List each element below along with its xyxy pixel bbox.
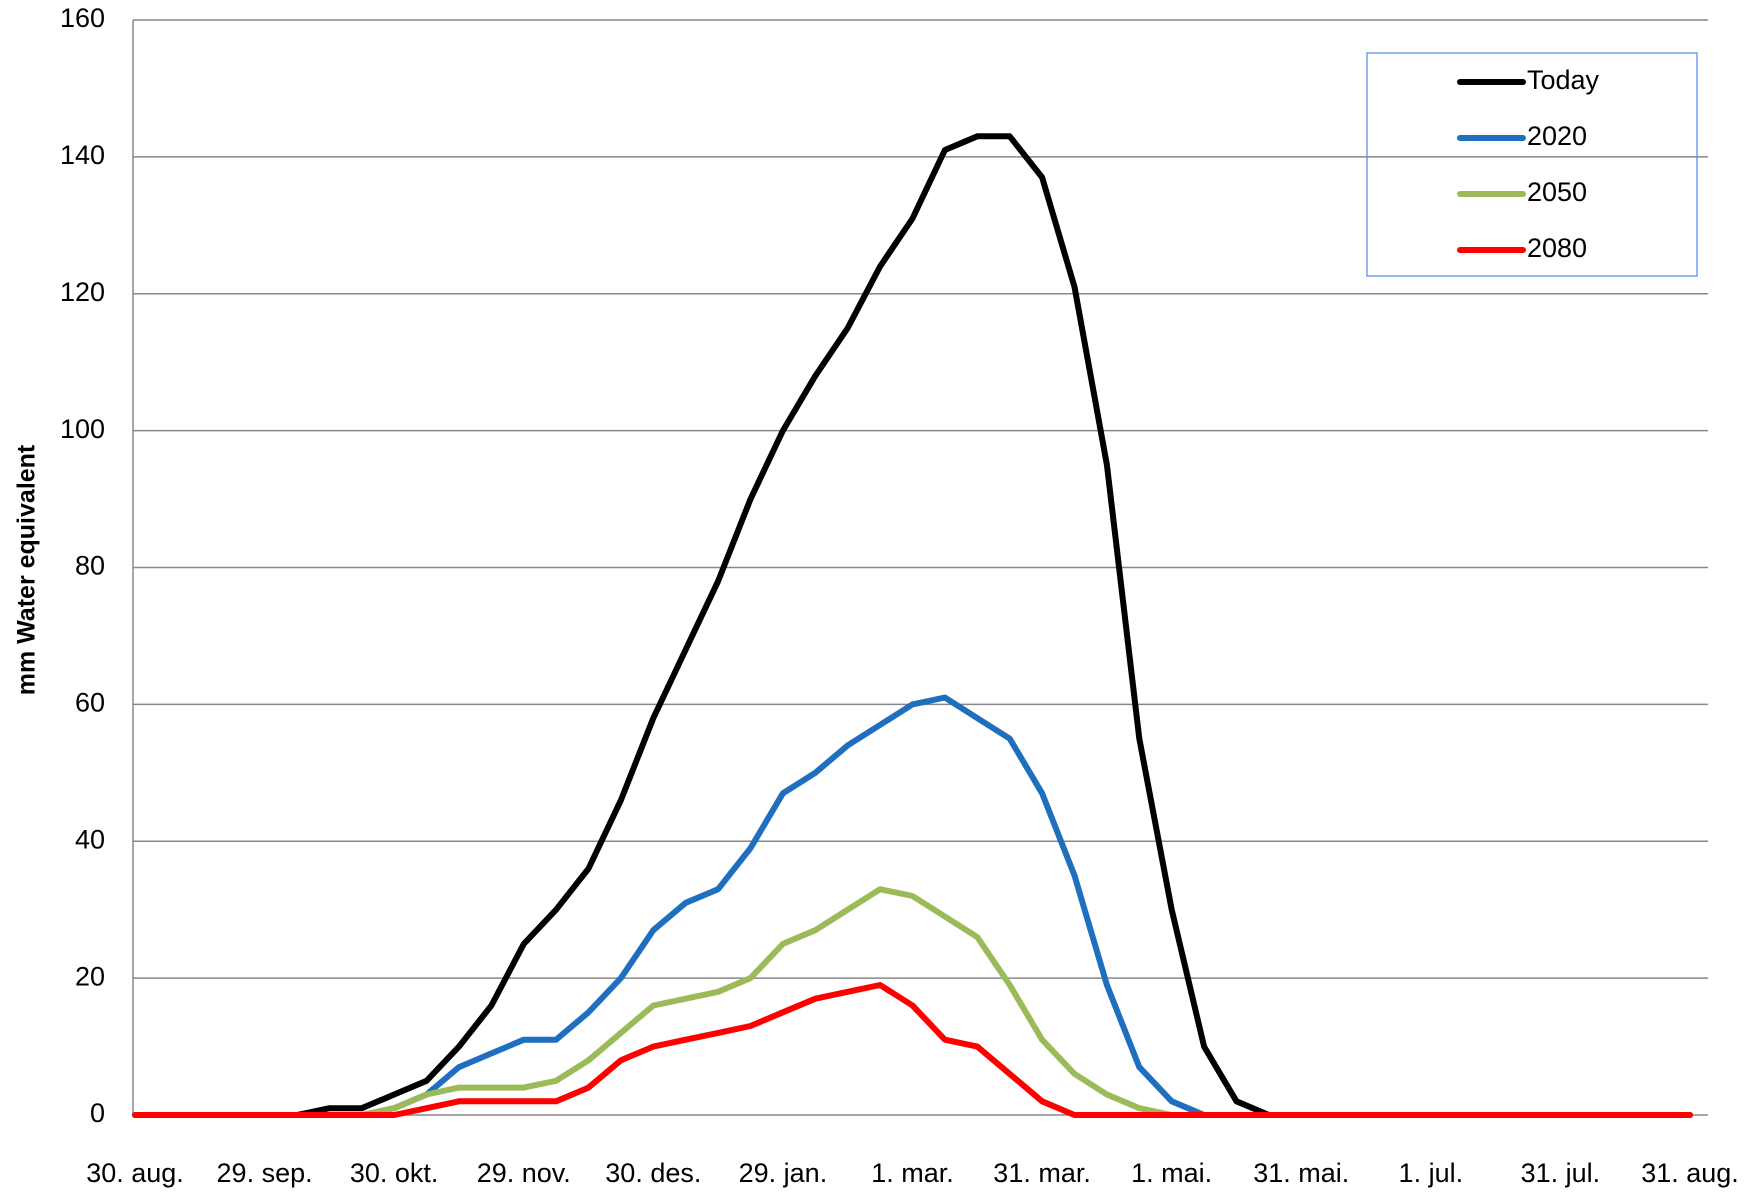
y-tick-label: 60 [75, 688, 105, 718]
series-line [132, 133, 1693, 1118]
x-tick-label: 1. jul. [1399, 1158, 1464, 1188]
y-tick-label: 160 [60, 3, 105, 33]
legend-label: 2050 [1527, 177, 1587, 207]
y-tick-label: 80 [75, 551, 105, 581]
x-tick-label: 1. mar. [871, 1158, 954, 1188]
x-tick-label: 30. des. [605, 1158, 701, 1188]
x-tick-label: 29. jan. [739, 1158, 828, 1188]
x-tick-label: 1. mai. [1131, 1158, 1212, 1188]
y-tick-label: 0 [90, 1098, 105, 1128]
y-axis-title: mm Water equivalent [13, 444, 41, 695]
y-tick-label: 100 [60, 414, 105, 444]
x-tick-label: 30. okt. [350, 1158, 439, 1188]
y-tick-label: 140 [60, 140, 105, 170]
x-tick-label: 29. sep. [217, 1158, 313, 1188]
x-tick-label: 31. aug. [1641, 1158, 1739, 1188]
x-tick-label: 31. mar. [993, 1158, 1091, 1188]
legend-label: 2080 [1527, 233, 1587, 263]
legend-label: 2020 [1527, 121, 1587, 151]
series-line [132, 694, 1693, 1118]
x-tick-label: 31. mai. [1253, 1158, 1349, 1188]
legend-box [1366, 52, 1698, 277]
series-line [132, 982, 1693, 1118]
y-tick-label: 20 [75, 961, 105, 991]
y-tick-label: 40 [75, 824, 105, 854]
x-tick-label: 29. nov. [477, 1158, 571, 1188]
x-tick-label: 31. jul. [1521, 1158, 1601, 1188]
y-tick-label: 120 [60, 277, 105, 307]
x-tick-label: 30. aug. [86, 1158, 184, 1188]
legend-label: Today [1527, 65, 1600, 95]
